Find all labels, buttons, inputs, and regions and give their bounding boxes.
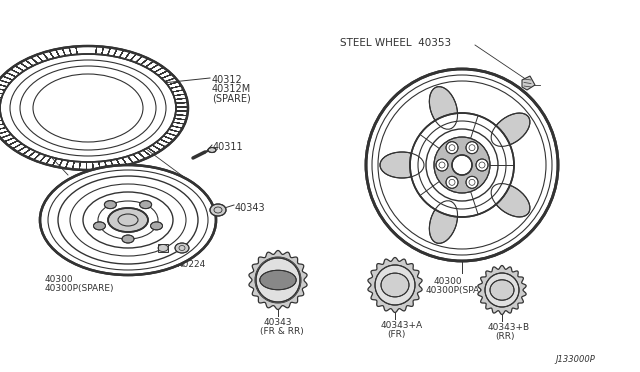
Ellipse shape bbox=[476, 159, 488, 171]
Ellipse shape bbox=[491, 184, 530, 217]
Ellipse shape bbox=[446, 176, 458, 188]
Text: (FR & RR): (FR & RR) bbox=[260, 327, 304, 336]
Text: 40312M: 40312M bbox=[212, 84, 252, 94]
Ellipse shape bbox=[366, 69, 558, 261]
Text: 40300P(SPARE): 40300P(SPARE) bbox=[426, 286, 495, 295]
Text: 40300P(SPARE): 40300P(SPARE) bbox=[45, 284, 115, 293]
Ellipse shape bbox=[175, 243, 189, 253]
Ellipse shape bbox=[446, 142, 458, 154]
Text: (SPARE): (SPARE) bbox=[212, 93, 251, 103]
Ellipse shape bbox=[381, 273, 409, 297]
Text: 40300: 40300 bbox=[45, 275, 74, 284]
Ellipse shape bbox=[485, 273, 519, 307]
Text: 40343: 40343 bbox=[235, 203, 266, 213]
Ellipse shape bbox=[429, 87, 458, 129]
Text: 40343: 40343 bbox=[264, 318, 292, 327]
Ellipse shape bbox=[491, 113, 530, 147]
Text: 40224: 40224 bbox=[178, 260, 206, 269]
Text: J133000P: J133000P bbox=[555, 355, 595, 364]
Text: NISSAN: NISSAN bbox=[268, 277, 287, 282]
Ellipse shape bbox=[436, 159, 448, 171]
Ellipse shape bbox=[140, 201, 152, 209]
Ellipse shape bbox=[466, 176, 478, 188]
Ellipse shape bbox=[208, 148, 216, 153]
Ellipse shape bbox=[466, 142, 478, 154]
Text: 40300A: 40300A bbox=[150, 260, 185, 269]
Polygon shape bbox=[368, 257, 422, 312]
Text: STEEL WHEEL  40353: STEEL WHEEL 40353 bbox=[340, 38, 451, 48]
Ellipse shape bbox=[108, 208, 148, 232]
Ellipse shape bbox=[0, 46, 188, 170]
Ellipse shape bbox=[452, 155, 472, 175]
Text: (RR): (RR) bbox=[495, 332, 515, 341]
Ellipse shape bbox=[210, 204, 226, 216]
Ellipse shape bbox=[40, 165, 216, 275]
Polygon shape bbox=[249, 250, 307, 310]
Text: 40311: 40311 bbox=[213, 142, 244, 152]
Ellipse shape bbox=[0, 54, 176, 162]
Polygon shape bbox=[522, 76, 535, 90]
Ellipse shape bbox=[434, 137, 490, 193]
Ellipse shape bbox=[410, 113, 514, 217]
Ellipse shape bbox=[260, 270, 296, 290]
Ellipse shape bbox=[380, 152, 424, 178]
Text: 40343+B: 40343+B bbox=[488, 323, 530, 332]
Text: 40312: 40312 bbox=[212, 75, 243, 85]
Text: 40343+A: 40343+A bbox=[381, 321, 423, 330]
Ellipse shape bbox=[490, 280, 514, 300]
FancyBboxPatch shape bbox=[158, 244, 168, 252]
Polygon shape bbox=[478, 266, 526, 314]
Ellipse shape bbox=[429, 201, 458, 243]
Ellipse shape bbox=[375, 265, 415, 305]
Text: (FR): (FR) bbox=[387, 330, 405, 339]
Text: 40300: 40300 bbox=[434, 277, 463, 286]
Ellipse shape bbox=[104, 201, 116, 209]
Ellipse shape bbox=[93, 222, 106, 230]
Ellipse shape bbox=[122, 235, 134, 243]
Ellipse shape bbox=[150, 222, 163, 230]
Ellipse shape bbox=[256, 258, 300, 302]
